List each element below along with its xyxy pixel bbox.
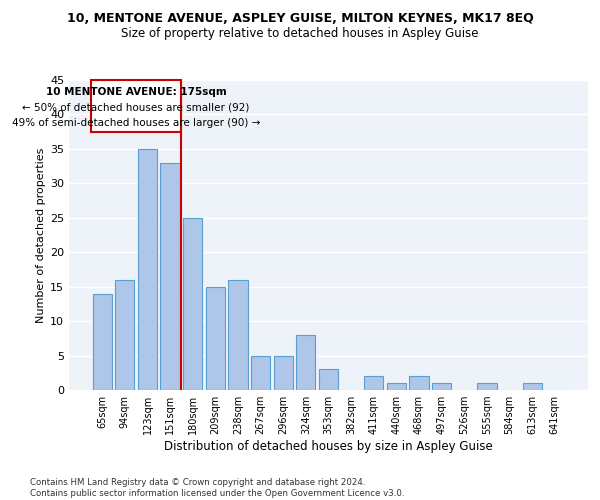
Bar (409, 376, 428, 390)
Bar (432, 383, 451, 390)
Text: ← 50% of detached houses are smaller (92): ← 50% of detached houses are smaller (92… (22, 102, 250, 112)
Bar (115, 280, 134, 390)
Bar (251, 356, 270, 390)
Y-axis label: Number of detached properties: Number of detached properties (36, 148, 46, 322)
Bar (160, 162, 180, 390)
X-axis label: Distribution of detached houses by size in Aspley Guise: Distribution of detached houses by size … (164, 440, 493, 453)
Text: 10, MENTONE AVENUE, ASPLEY GUISE, MILTON KEYNES, MK17 8EQ: 10, MENTONE AVENUE, ASPLEY GUISE, MILTON… (67, 12, 533, 26)
Bar (274, 356, 293, 390)
Bar (477, 383, 497, 390)
Bar (183, 218, 202, 390)
Bar (296, 335, 316, 390)
Bar (523, 383, 542, 390)
Text: 49% of semi-detached houses are larger (90) →: 49% of semi-detached houses are larger (… (12, 118, 260, 128)
Bar (364, 376, 383, 390)
Bar (92, 294, 112, 390)
Bar (138, 149, 157, 390)
Bar (229, 280, 248, 390)
Bar (387, 383, 406, 390)
Text: Contains HM Land Registry data © Crown copyright and database right 2024.
Contai: Contains HM Land Registry data © Crown c… (30, 478, 404, 498)
Bar (91, 80, 181, 132)
Bar (206, 286, 225, 390)
Text: 10 MENTONE AVENUE: 175sqm: 10 MENTONE AVENUE: 175sqm (46, 87, 227, 97)
Text: Size of property relative to detached houses in Aspley Guise: Size of property relative to detached ho… (121, 28, 479, 40)
Bar (319, 370, 338, 390)
